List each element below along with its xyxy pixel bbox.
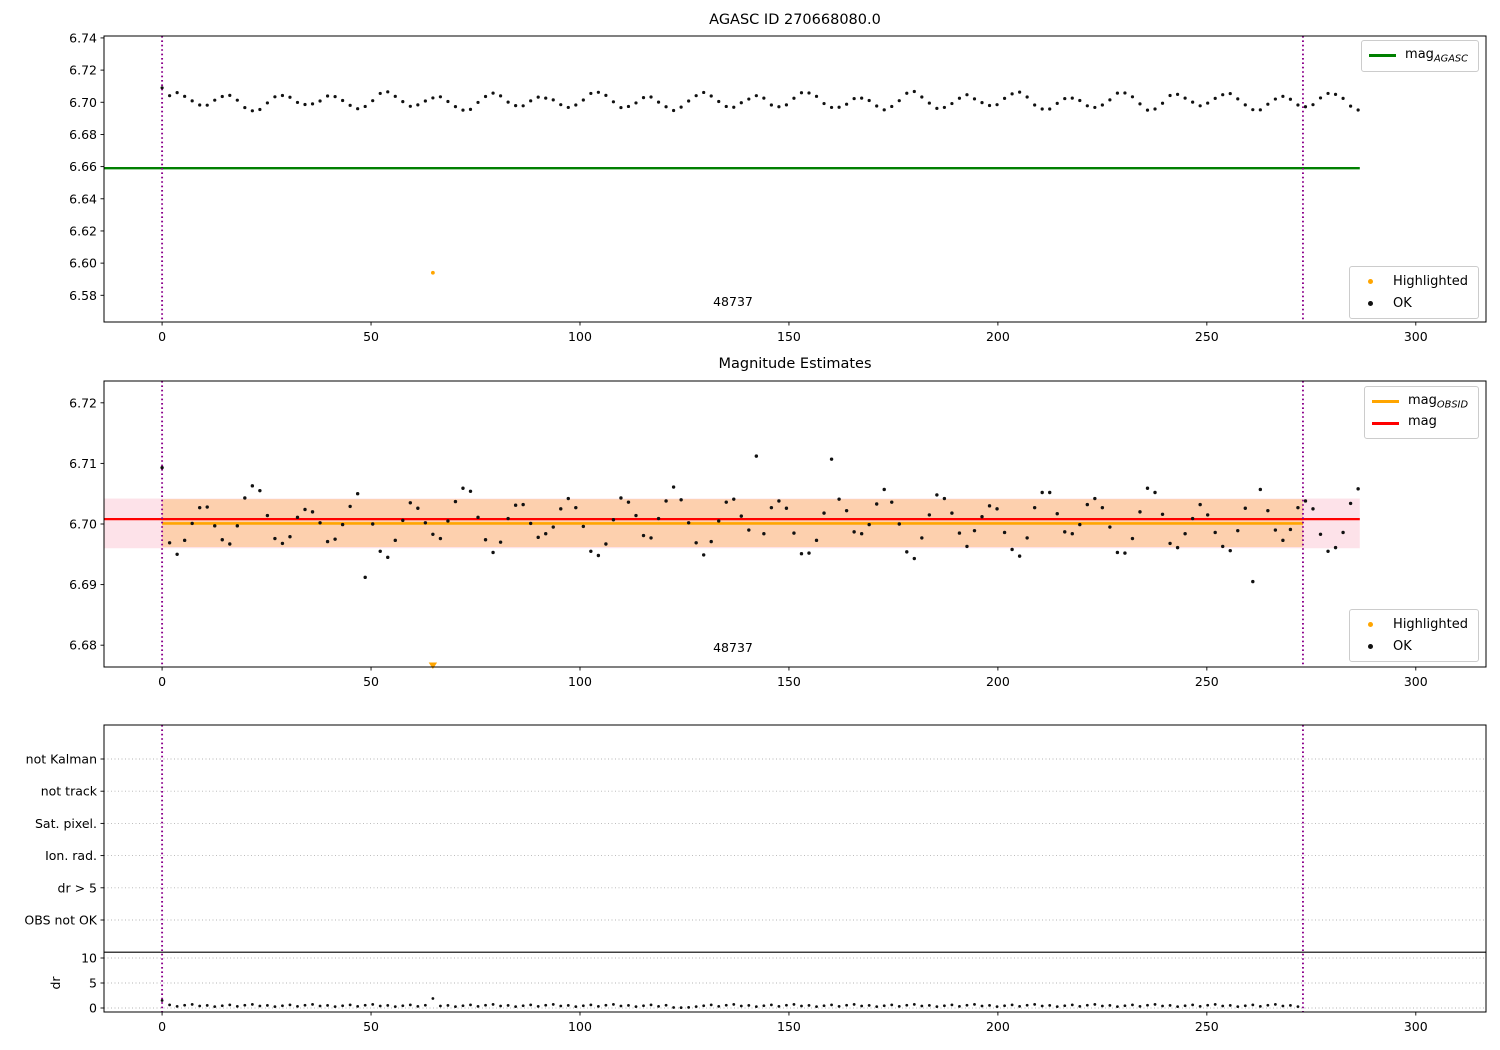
- svg-text:OBS not OK: OBS not OK: [24, 913, 97, 928]
- panel2-title: Magnitude Estimates: [718, 356, 872, 372]
- legend-item-highlighted: Highlighted: [1357, 614, 1468, 636]
- panel2-line-legend: magOBSID mag: [1364, 386, 1479, 439]
- svg-text:150: 150: [777, 1019, 801, 1034]
- svg-text:6.71: 6.71: [69, 456, 97, 471]
- ok-dot-swatch: [1368, 300, 1374, 306]
- svg-text:not Kalman: not Kalman: [26, 752, 97, 767]
- svg-text:6.70: 6.70: [69, 517, 97, 532]
- svg-text:Sat. pixel.: Sat. pixel.: [35, 816, 97, 831]
- svg-text:6.62: 6.62: [69, 223, 97, 238]
- svg-text:150: 150: [777, 329, 801, 344]
- legend-label-highlighted: Highlighted: [1393, 274, 1468, 290]
- svg-text:150: 150: [777, 674, 801, 689]
- panel1-marker-legend: Highlighted OK: [1349, 266, 1479, 319]
- svg-text:6.58: 6.58: [69, 288, 97, 303]
- svg-text:0: 0: [89, 1001, 97, 1016]
- svg-text:250: 250: [1195, 329, 1219, 344]
- legend-label-ok: OK: [1393, 295, 1412, 311]
- legend-item-ok: OK: [1357, 293, 1468, 315]
- legend-item-mag-obsid: magOBSID: [1372, 391, 1468, 413]
- svg-text:6.68: 6.68: [69, 127, 97, 142]
- svg-text:not track: not track: [41, 784, 98, 799]
- svg-text:50: 50: [363, 1019, 379, 1034]
- svg-text:6.64: 6.64: [69, 191, 97, 206]
- svg-text:50: 50: [363, 674, 379, 689]
- legend-item-mag-agasc: magAGASC: [1369, 45, 1468, 67]
- svg-text:200: 200: [986, 674, 1010, 689]
- highlighted-dot-swatch: [1368, 622, 1374, 628]
- legend-label-ok: OK: [1393, 638, 1412, 654]
- svg-text:6.72: 6.72: [69, 63, 97, 78]
- svg-text:6.69: 6.69: [69, 577, 97, 592]
- svg-text:50: 50: [363, 329, 379, 344]
- svg-text:300: 300: [1404, 329, 1428, 344]
- svg-text:6.60: 6.60: [69, 256, 97, 271]
- svg-text:200: 200: [986, 329, 1010, 344]
- svg-text:10: 10: [81, 951, 97, 966]
- svg-text:0: 0: [158, 1019, 166, 1034]
- ok-dot-swatch: [1368, 643, 1374, 649]
- highlighted-dot-swatch: [1368, 279, 1374, 285]
- svg-text:200: 200: [986, 1019, 1010, 1034]
- svg-text:100: 100: [568, 674, 592, 689]
- legend-label-mag: mag: [1408, 414, 1437, 430]
- mag-line-swatch: [1372, 421, 1400, 425]
- svg-text:6.74: 6.74: [69, 30, 97, 45]
- svg-text:0: 0: [158, 329, 166, 344]
- svg-text:6.66: 6.66: [69, 159, 97, 174]
- legend-item-ok: OK: [1357, 636, 1468, 658]
- svg-text:6.70: 6.70: [69, 95, 97, 110]
- svg-text:300: 300: [1404, 674, 1428, 689]
- svg-text:250: 250: [1195, 674, 1219, 689]
- svg-text:100: 100: [568, 1019, 592, 1034]
- svg-text:300: 300: [1404, 1019, 1428, 1034]
- mag-agasc-line-swatch: [1369, 54, 1397, 58]
- svg-text:5: 5: [89, 976, 97, 991]
- svg-text:100: 100: [568, 329, 592, 344]
- legend-item-mag: mag: [1372, 413, 1468, 435]
- legend-label-highlighted: Highlighted: [1393, 617, 1468, 633]
- svg-text:Ion. rad.: Ion. rad.: [45, 848, 97, 863]
- panel1-title: AGASC ID 270668080.0: [709, 12, 881, 28]
- dr-axis-label: dr: [48, 976, 63, 990]
- panel2-marker-legend: Highlighted OK: [1349, 609, 1479, 662]
- svg-text:0: 0: [158, 674, 166, 689]
- panel1-obsid-annotation: 48737: [713, 294, 753, 309]
- svg-text:dr > 5: dr > 5: [58, 880, 97, 895]
- panel1-line-legend: magAGASC: [1361, 40, 1479, 72]
- panel2-obsid-annotation: 48737: [713, 640, 753, 655]
- svg-text:6.72: 6.72: [69, 395, 97, 410]
- svg-text:250: 250: [1195, 1019, 1219, 1034]
- legend-item-highlighted: Highlighted: [1357, 271, 1468, 293]
- legend-label-mag-obsid: magOBSID: [1408, 392, 1468, 411]
- legend-label-mag-agasc: magAGASC: [1405, 46, 1468, 65]
- svg-text:6.68: 6.68: [69, 638, 97, 653]
- mag-obsid-line-swatch: [1372, 400, 1400, 404]
